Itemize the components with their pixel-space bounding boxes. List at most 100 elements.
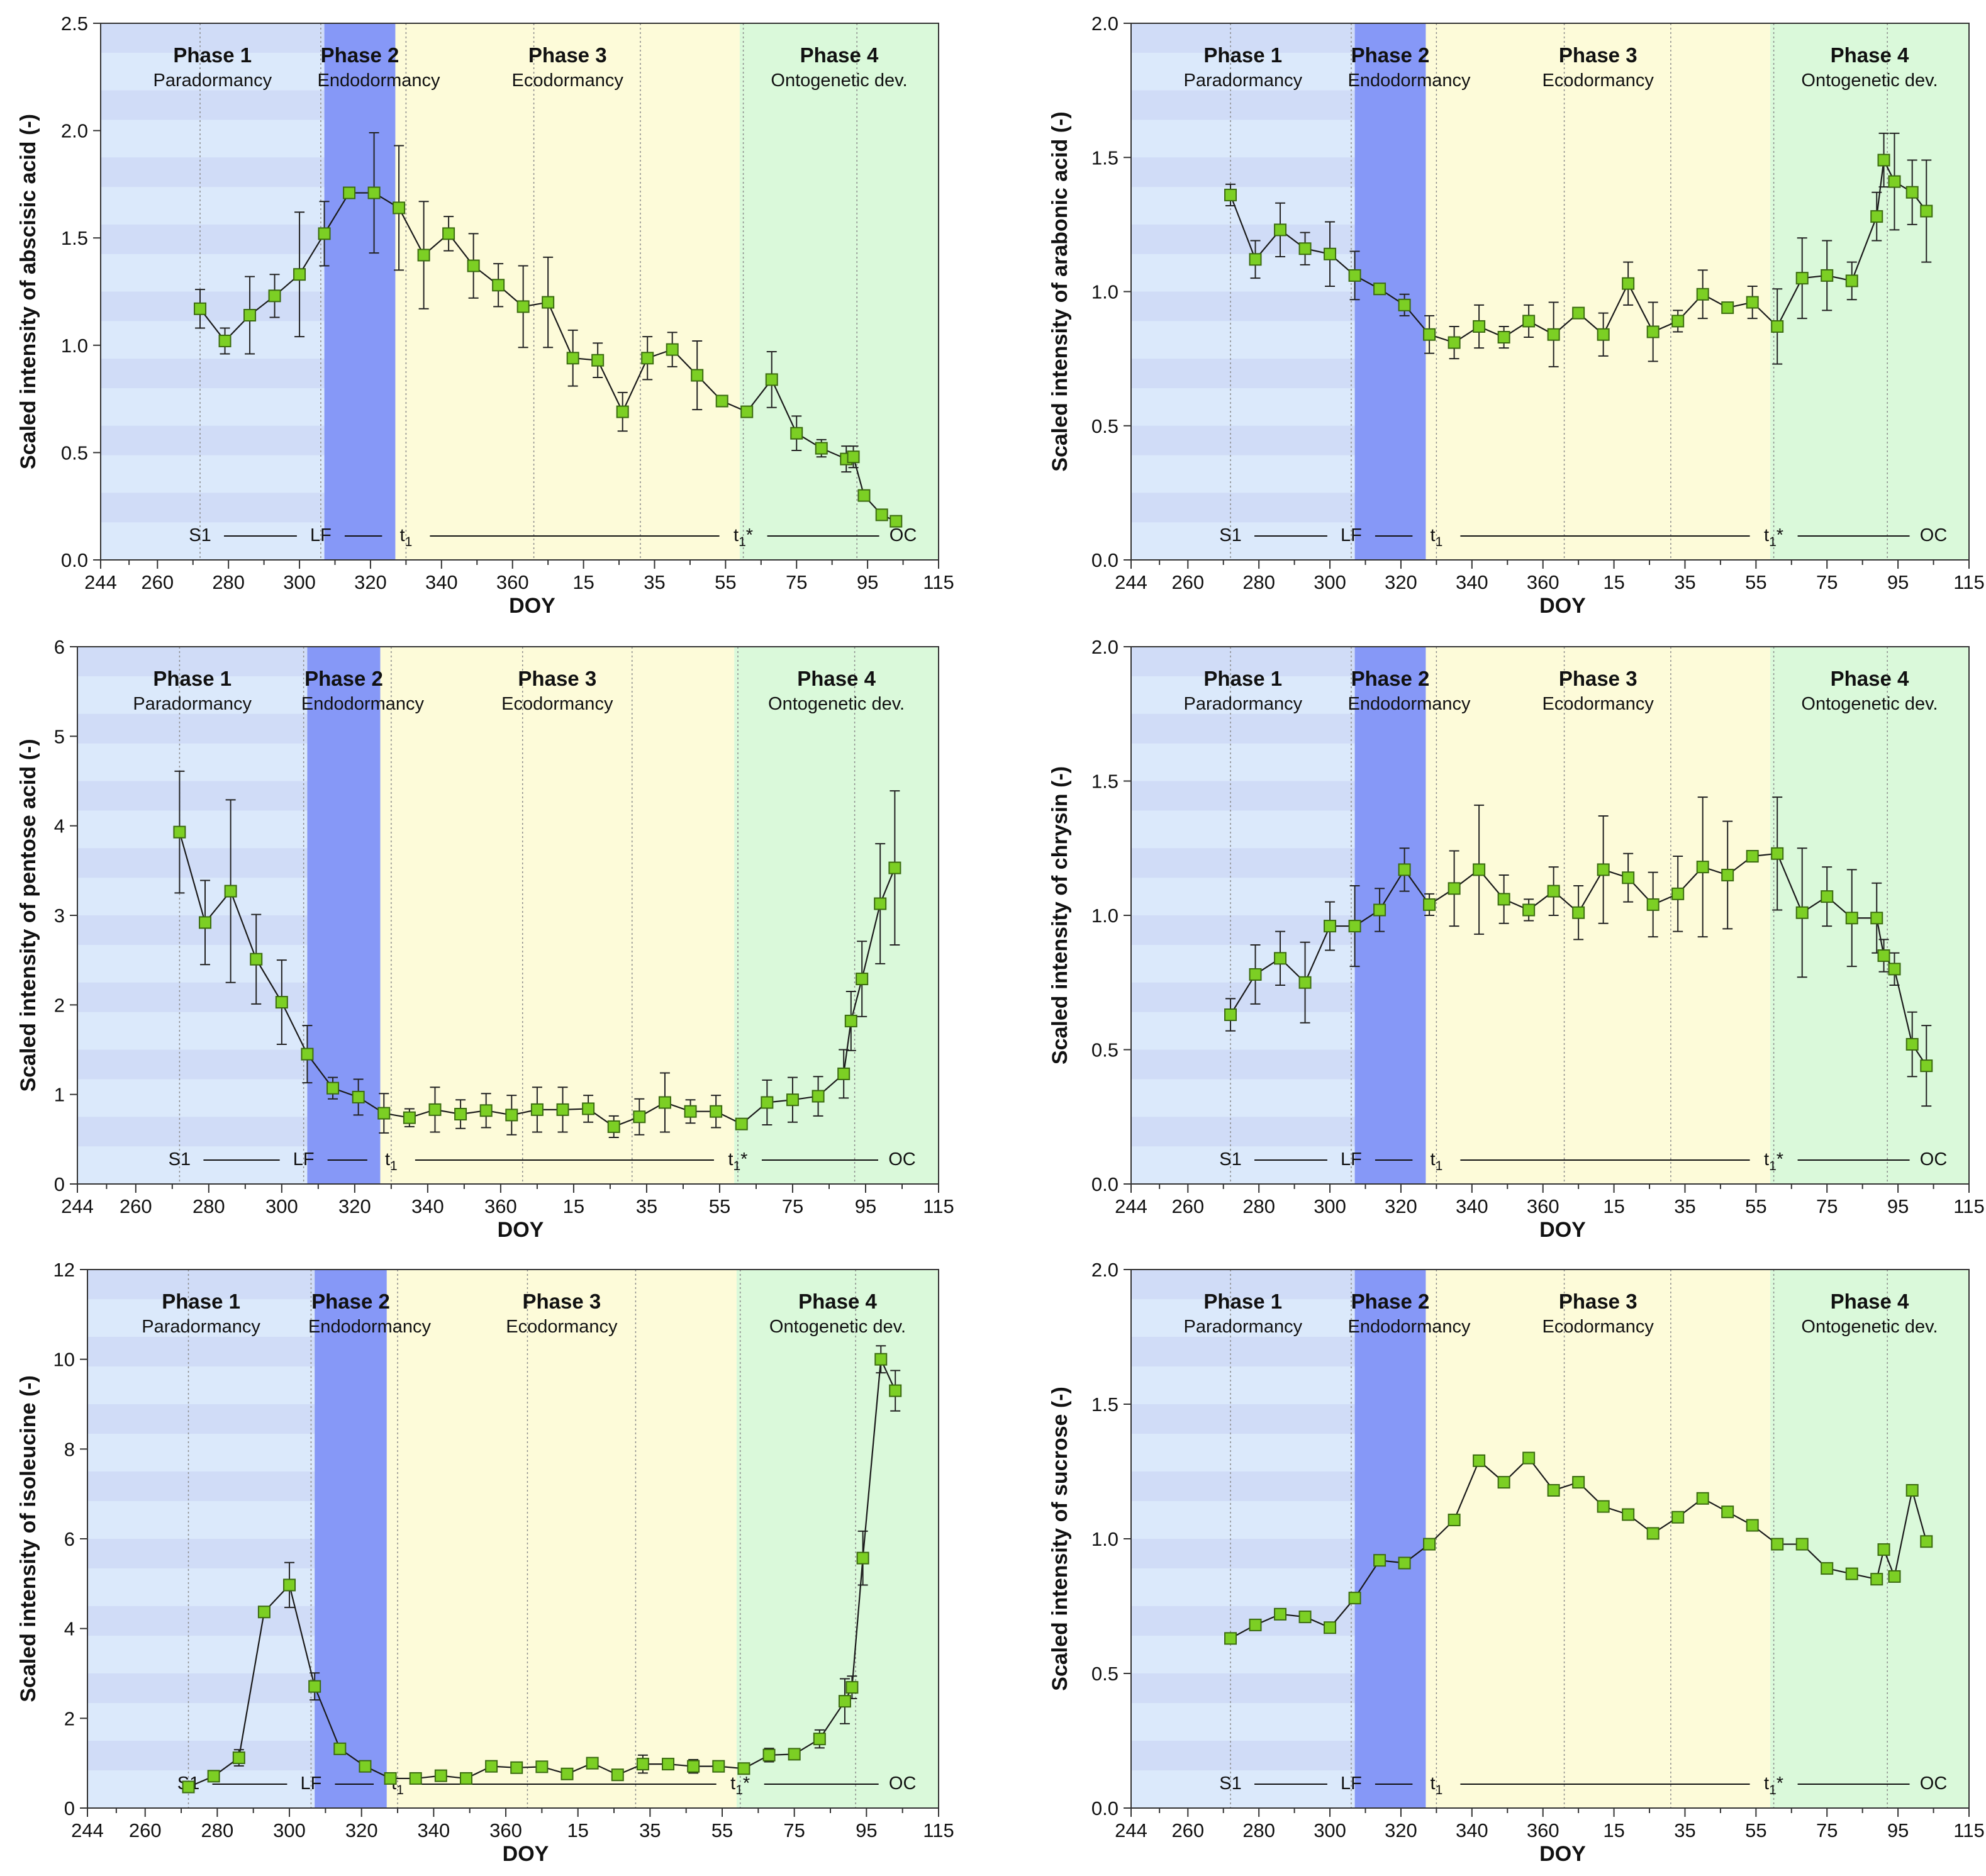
x-tick-label: 95 [1887, 1195, 1909, 1217]
x-tick-label: 340 [411, 1195, 444, 1217]
data-point [359, 1760, 372, 1773]
x-tick-label: 35 [644, 571, 665, 593]
y-tick-label: 1.5 [1091, 771, 1119, 793]
stage-marker-oc: OC [889, 1773, 917, 1794]
data-point [737, 1762, 750, 1775]
data-point [275, 996, 288, 1009]
data-point [1795, 272, 1809, 285]
data-point [1224, 188, 1237, 201]
y-tick-label: 10 [53, 1349, 75, 1371]
phase-subtitle: Ecodormancy [506, 1317, 618, 1337]
stage-marker-subscript: 1 [1436, 535, 1443, 549]
phase1-band [1131, 915, 1355, 945]
phase-subtitle: Ecodormancy [512, 70, 624, 91]
data-point [516, 300, 530, 313]
x-tick-label: 75 [782, 1195, 803, 1217]
data-point [530, 1103, 544, 1116]
data-point [479, 1104, 493, 1117]
stage-marker-suffix: * [1777, 1149, 1783, 1170]
stage-marker-label: t [1431, 525, 1436, 545]
phase1-band [87, 1471, 315, 1502]
x-tick-label: 15 [572, 571, 594, 593]
x-tick-label: 244 [61, 1195, 94, 1217]
x-tick-label: 95 [856, 1819, 877, 1841]
phase-region-3 [1425, 1270, 1770, 1808]
x-tick-label: 95 [855, 1195, 876, 1217]
data-point [218, 334, 232, 347]
x-tick-label: 55 [1745, 1819, 1766, 1841]
data-point [1373, 282, 1386, 296]
data-point [790, 427, 803, 440]
x-tick-label: 260 [129, 1819, 162, 1841]
stage-marker-t: t1 [400, 525, 413, 549]
data-point [847, 450, 860, 464]
data-point [243, 309, 257, 322]
data-point [343, 186, 356, 199]
stage-marker-subscript: 1 [739, 535, 746, 549]
stage-marker-label: t [1431, 1773, 1436, 1794]
stage-marker-lf: LF [1341, 1773, 1362, 1794]
data-point [712, 1760, 725, 1773]
phase1-band [101, 23, 325, 53]
phase-subtitle: Ontogenetic dev. [771, 70, 907, 91]
phase-title: Phase 4 [800, 43, 879, 67]
stage-marker-subscript: 1 [1769, 1783, 1777, 1797]
y-tick-label: 1.0 [1091, 905, 1119, 927]
x-tick-label: 280 [192, 1195, 225, 1217]
x-tick-label: 115 [1953, 1195, 1984, 1217]
data-point [845, 1681, 859, 1694]
x-tick-label: 320 [345, 1819, 378, 1841]
plot-frame [100, 23, 939, 561]
phase-title: Phase 4 [1831, 667, 1909, 690]
x-tick-label: 340 [1456, 1819, 1488, 1841]
y-axis-label: Scaled intensity of pentose acid (-) [16, 739, 40, 1092]
x-tick-label: 320 [1385, 1195, 1417, 1217]
phase-subtitle: Ecodormancy [501, 694, 613, 714]
phase-subtitle: Endodormancy [301, 694, 425, 714]
phase1-band [87, 1270, 315, 1300]
phase1-band [87, 1741, 315, 1771]
stage-marker-t: t1* [734, 525, 753, 549]
data-point [1920, 1535, 1933, 1548]
phase1-band [77, 848, 308, 878]
data-point [257, 1605, 271, 1619]
data-point [283, 1578, 296, 1592]
x-axis-label: DOY [503, 1842, 549, 1866]
x-tick-label: 320 [1385, 1819, 1417, 1841]
phase1-band [77, 1117, 308, 1147]
y-axis-label: Scaled intensity of sucrose (-) [1048, 1387, 1072, 1691]
y-tick-label: 0 [54, 1173, 65, 1195]
x-tick-label: 55 [1745, 571, 1766, 593]
phase1-band [101, 224, 325, 254]
stage-marker-subscript: 1 [1436, 1159, 1443, 1173]
data-point [510, 1761, 523, 1774]
data-point [1905, 1037, 1919, 1051]
y-tick-label: 1.0 [1091, 1528, 1119, 1550]
data-point [367, 186, 381, 199]
x-tick-label: 244 [1115, 1819, 1147, 1841]
data-point [1348, 920, 1361, 933]
phase-subtitle: Ontogenetic dev. [768, 694, 905, 714]
x-tick-label: 260 [1171, 571, 1204, 593]
stage-marker-subscript: 1 [390, 1159, 398, 1173]
data-point [1473, 320, 1486, 333]
x-axis-label: DOY [1539, 594, 1586, 618]
data-point [1497, 893, 1510, 906]
data-point [393, 201, 406, 215]
data-point [1721, 868, 1734, 881]
stage-marker-label: LF [1341, 525, 1362, 545]
y-tick-label: 4 [64, 1618, 75, 1640]
phase-title: Phase 1 [153, 667, 232, 690]
phase-title: Phase 1 [1203, 1290, 1282, 1313]
phase-subtitle: Ontogenetic dev. [1801, 1317, 1938, 1337]
data-point [485, 1760, 498, 1773]
data-point [333, 1742, 347, 1755]
x-tick-label: 340 [1456, 1195, 1488, 1217]
data-point [194, 302, 207, 315]
x-tick-label: 55 [709, 1195, 730, 1217]
phase-subtitle: Ecodormancy [1542, 694, 1654, 714]
x-tick-label: 75 [1816, 1195, 1838, 1217]
data-point [1696, 861, 1709, 874]
data-point [199, 916, 212, 929]
